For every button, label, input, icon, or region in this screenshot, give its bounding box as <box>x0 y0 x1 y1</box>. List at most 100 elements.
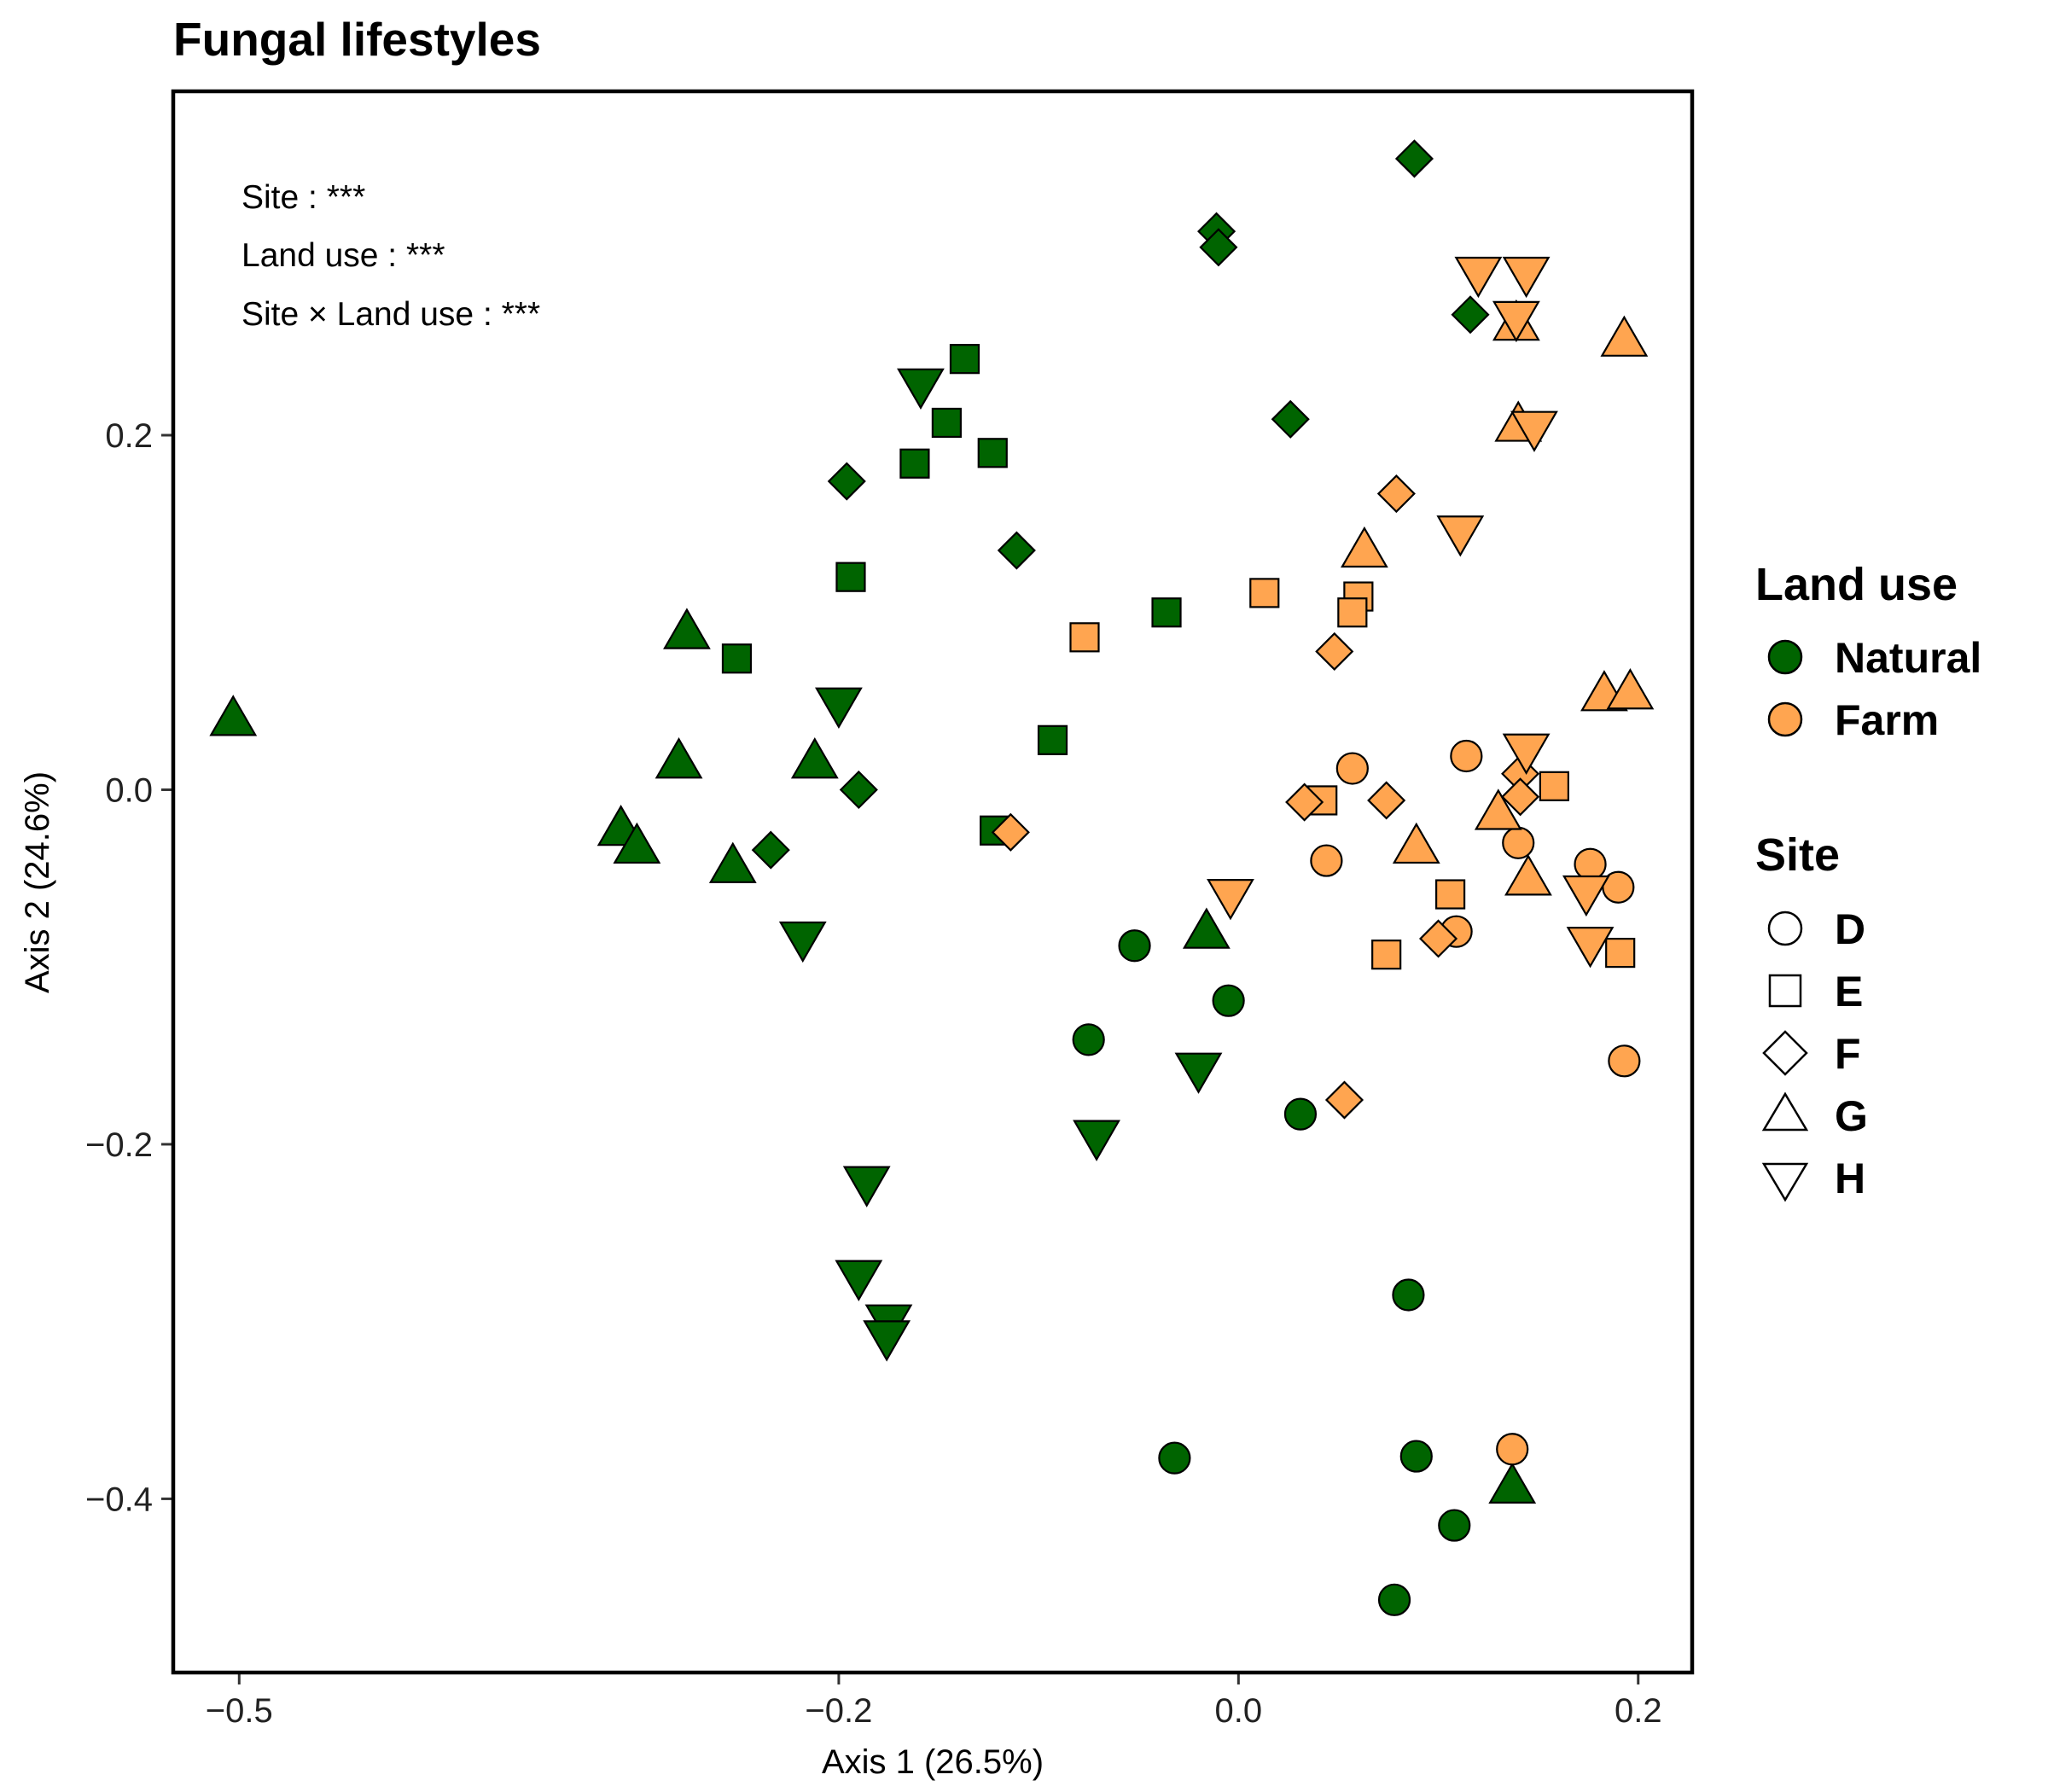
point-natural-site-g <box>613 822 661 864</box>
point-farm-site-h <box>1436 515 1485 557</box>
legend-label-site-f: F <box>1835 1030 1861 1078</box>
point-natural-site-d <box>1283 1097 1318 1131</box>
point-farm-site-h <box>1510 410 1558 452</box>
legend-label-site-g: G <box>1835 1092 1868 1140</box>
legend-label-farm: Farm <box>1835 696 1939 744</box>
point-farm-site-f <box>991 812 1030 852</box>
axis-ticks: −0.5 −0.2 0.0 0.2 −0.4 −0.2 0.0 0.2 <box>85 417 1662 1730</box>
point-natural-site-d <box>1072 1023 1105 1056</box>
legend-key-farm <box>1767 701 1803 737</box>
point-farm-site-f <box>1324 1080 1364 1120</box>
y-tick-label: 0.0 <box>105 771 153 809</box>
point-farm-site-e <box>1337 597 1368 628</box>
point-farm-site-f <box>1418 919 1458 958</box>
legend: Land use Natural Farm Site D E F G H <box>1755 559 1981 1202</box>
point-natural-site-h <box>842 1166 891 1207</box>
point-farm-site-g <box>1392 822 1440 864</box>
point-farm-site-e <box>1371 940 1402 970</box>
legend-key-site-h <box>1761 1162 1809 1202</box>
point-natural-site-g <box>663 608 711 649</box>
point-natural-site-e <box>835 561 866 592</box>
point-farm-site-d <box>1335 752 1369 785</box>
point-farm-site-d <box>1502 826 1535 859</box>
point-farm-site-e <box>1249 578 1280 608</box>
point-natural-site-d <box>1158 1441 1191 1475</box>
point-natural-site-g <box>1182 907 1231 949</box>
point-natural-site-g <box>708 841 757 883</box>
annotation-site: Site : *** <box>241 179 365 216</box>
legend-key-site-e <box>1768 974 1802 1008</box>
y-axis-title: Axis 2 (24.6%) <box>19 771 56 993</box>
point-natural-site-h <box>1174 1052 1223 1094</box>
annotation-land-use: Land use : *** <box>241 237 445 274</box>
point-farm-site-h <box>1502 733 1551 775</box>
point-natural-site-h <box>863 1320 911 1362</box>
point-natural-site-f <box>997 531 1036 570</box>
point-natural-site-h <box>778 921 827 963</box>
y-tick-label: 0.2 <box>105 417 153 455</box>
point-farm-site-h <box>1492 300 1540 343</box>
point-farm-site-h <box>1566 927 1615 969</box>
point-farm-site-f <box>1285 783 1324 822</box>
y-tick-label: −0.4 <box>85 1481 153 1518</box>
point-farm-site-h <box>1562 875 1610 917</box>
point-farm-site-f <box>1501 777 1540 817</box>
legend-title-site: Site <box>1755 829 1840 881</box>
point-natural-site-g <box>655 737 703 779</box>
point-farm-site-g <box>1606 668 1655 710</box>
point-farm-site-h <box>1502 256 1551 299</box>
x-tick-label: 0.0 <box>1215 1692 1263 1730</box>
point-farm-site-e <box>1069 622 1100 653</box>
point-natural-site-d <box>1392 1278 1425 1312</box>
point-natural-site-d <box>1118 929 1151 963</box>
legend-key-site-g <box>1761 1091 1809 1132</box>
legend-label-natural: Natural <box>1835 634 1981 682</box>
point-farm-site-h <box>1454 256 1503 299</box>
x-axis-title: Axis 1 (26.5%) <box>822 1743 1044 1781</box>
point-natural-site-h <box>897 368 945 410</box>
point-farm-site-d <box>1496 1433 1529 1466</box>
legend-title-land-use: Land use <box>1755 559 1958 610</box>
point-natural-site-g <box>209 695 258 736</box>
point-natural-site-e <box>977 438 1008 468</box>
point-natural-site-f <box>839 770 878 810</box>
point-farm-site-e <box>1539 771 1569 801</box>
point-farm-site-d <box>1574 847 1607 881</box>
point-farm-site-g <box>1340 526 1388 568</box>
point-farm-site-g <box>1600 315 1649 357</box>
point-natural-site-e <box>1151 597 1182 628</box>
point-natural-site-f <box>1394 139 1434 178</box>
chart-title: Fungal lifestyles <box>173 13 541 66</box>
point-farm-site-e <box>1605 937 1636 969</box>
point-natural-site-e <box>949 344 980 375</box>
x-tick-label: −0.2 <box>805 1692 872 1730</box>
data-points <box>209 139 1655 1616</box>
annotation-interaction: Site × Land use : *** <box>241 296 540 333</box>
point-farm-site-f <box>1376 474 1416 514</box>
point-farm-site-d <box>1450 739 1483 773</box>
point-natural-site-e <box>721 643 753 674</box>
point-farm-site-f <box>1367 781 1406 820</box>
legend-key-natural <box>1767 639 1803 675</box>
point-natural-site-f <box>1199 228 1238 267</box>
point-farm-site-e <box>1435 879 1466 910</box>
point-natural-site-d <box>1212 984 1245 1017</box>
point-farm-site-g <box>1474 788 1522 830</box>
x-tick-label: −0.5 <box>206 1692 273 1730</box>
point-natural-site-g <box>1488 1462 1537 1504</box>
point-natural-site-f <box>1271 399 1310 439</box>
point-natural-site-e <box>1037 724 1068 755</box>
point-farm-site-h <box>1207 879 1254 921</box>
x-tick-label: 0.2 <box>1615 1692 1662 1730</box>
point-natural-site-d <box>1377 1583 1411 1616</box>
legend-key-site-d <box>1767 911 1803 946</box>
plot-panel-border <box>171 89 1695 1675</box>
y-tick-label: −0.2 <box>85 1126 153 1164</box>
point-natural-site-h <box>815 687 863 729</box>
point-farm-site-d <box>1608 1044 1641 1078</box>
point-farm-site-d <box>1310 844 1343 877</box>
point-natural-site-d <box>1399 1440 1433 1473</box>
point-natural-site-f <box>1451 295 1490 335</box>
point-farm-site-g <box>1504 854 1552 896</box>
